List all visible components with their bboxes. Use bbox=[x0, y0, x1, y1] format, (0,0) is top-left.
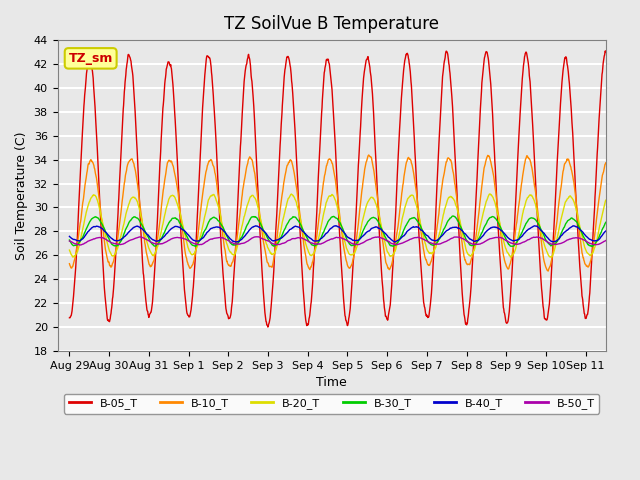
B-30_T bbox=[313, 241, 321, 247]
B-10_T bbox=[621, 261, 629, 266]
B-10_T bbox=[545, 268, 552, 274]
Line: B-10_T: B-10_T bbox=[70, 155, 625, 271]
B-40_T bbox=[382, 231, 390, 237]
Line: B-05_T: B-05_T bbox=[70, 51, 625, 327]
B-30_T bbox=[323, 222, 331, 228]
B-10_T bbox=[131, 167, 139, 172]
B-40_T bbox=[621, 233, 629, 239]
B-10_T bbox=[323, 162, 331, 168]
B-50_T bbox=[302, 237, 310, 243]
B-30_T bbox=[621, 237, 629, 242]
B-10_T bbox=[109, 261, 116, 266]
B-10_T bbox=[313, 233, 321, 239]
B-05_T bbox=[323, 57, 331, 62]
B-30_T bbox=[589, 243, 596, 249]
B-50_T bbox=[383, 238, 390, 243]
B-40_T bbox=[131, 224, 139, 230]
B-20_T bbox=[313, 242, 321, 248]
B-40_T bbox=[331, 223, 339, 228]
B-50_T bbox=[76, 242, 84, 248]
Legend: B-05_T, B-10_T, B-20_T, B-30_T, B-40_T, B-50_T: B-05_T, B-10_T, B-20_T, B-30_T, B-40_T, … bbox=[64, 394, 599, 414]
B-05_T bbox=[602, 48, 609, 54]
Title: TZ SoilVue B Temperature: TZ SoilVue B Temperature bbox=[224, 15, 439, 33]
B-20_T bbox=[382, 243, 390, 249]
B-05_T bbox=[66, 315, 74, 321]
B-40_T bbox=[391, 239, 399, 245]
X-axis label: Time: Time bbox=[316, 376, 347, 389]
B-10_T bbox=[301, 251, 309, 256]
B-30_T bbox=[131, 214, 139, 220]
B-50_T bbox=[109, 240, 116, 246]
B-30_T bbox=[382, 235, 390, 241]
B-40_T bbox=[323, 230, 331, 236]
B-40_T bbox=[66, 233, 74, 239]
B-40_T bbox=[313, 238, 321, 244]
B-20_T bbox=[131, 195, 139, 201]
B-30_T bbox=[66, 237, 74, 243]
B-10_T bbox=[365, 152, 372, 158]
B-20_T bbox=[109, 253, 116, 259]
Text: TZ_sm: TZ_sm bbox=[68, 52, 113, 65]
B-10_T bbox=[382, 260, 390, 266]
B-20_T bbox=[486, 191, 494, 197]
Line: B-50_T: B-50_T bbox=[70, 237, 625, 245]
B-05_T bbox=[621, 310, 629, 316]
B-40_T bbox=[301, 231, 309, 237]
B-05_T bbox=[302, 317, 310, 323]
B-05_T bbox=[264, 324, 272, 330]
Y-axis label: Soil Temperature (C): Soil Temperature (C) bbox=[15, 131, 28, 260]
B-05_T bbox=[382, 313, 390, 319]
B-50_T bbox=[132, 235, 140, 241]
B-30_T bbox=[608, 213, 616, 218]
B-10_T bbox=[66, 261, 74, 266]
B-20_T bbox=[66, 247, 74, 253]
Line: B-30_T: B-30_T bbox=[70, 216, 625, 246]
B-50_T bbox=[621, 238, 629, 243]
B-20_T bbox=[301, 240, 309, 245]
B-30_T bbox=[301, 232, 309, 238]
B-40_T bbox=[109, 236, 116, 242]
B-50_T bbox=[66, 238, 74, 244]
B-20_T bbox=[507, 254, 515, 260]
Line: B-20_T: B-20_T bbox=[70, 194, 625, 257]
B-50_T bbox=[324, 238, 332, 243]
B-20_T bbox=[323, 198, 331, 204]
B-05_T bbox=[109, 296, 116, 302]
B-05_T bbox=[314, 200, 321, 205]
B-20_T bbox=[621, 247, 629, 253]
B-50_T bbox=[253, 234, 260, 240]
Line: B-40_T: B-40_T bbox=[70, 226, 625, 242]
B-30_T bbox=[109, 241, 116, 247]
B-50_T bbox=[314, 241, 321, 247]
B-05_T bbox=[131, 108, 139, 114]
